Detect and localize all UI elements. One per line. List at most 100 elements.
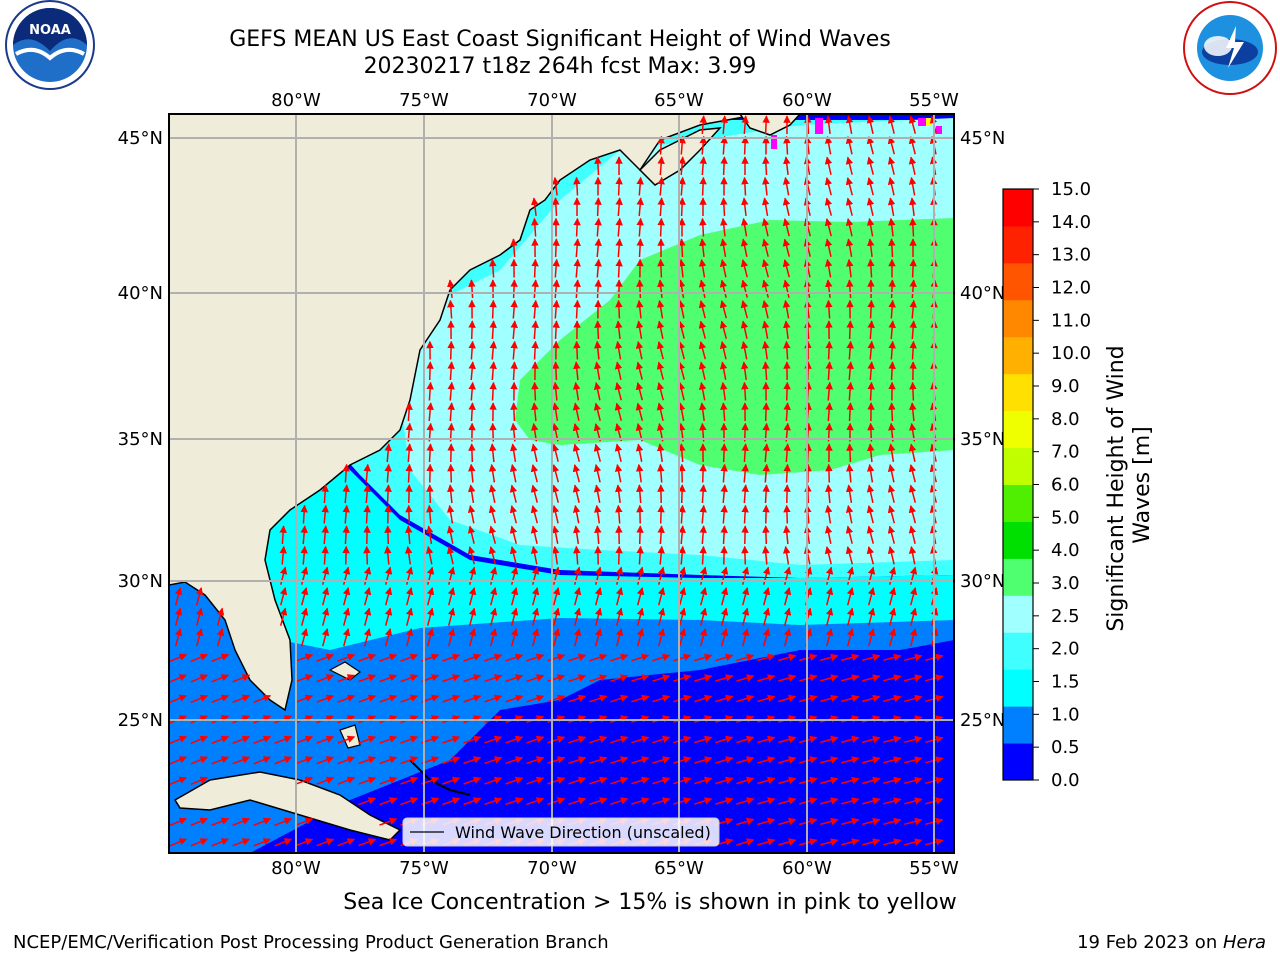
wind-arrow — [845, 135, 854, 155]
wind-arrow — [530, 545, 539, 565]
wind-arrow — [888, 340, 896, 360]
wind-arrow — [551, 525, 560, 544]
wind-arrow — [321, 504, 329, 524]
wind-arrow — [715, 653, 734, 662]
wind-arrow — [405, 566, 414, 585]
wind-arrow — [761, 217, 770, 237]
wind-arrow — [274, 756, 293, 765]
wind-arrow — [635, 402, 644, 421]
wind-arrow — [736, 797, 755, 805]
wind-arrow — [552, 279, 560, 299]
wind-arrow — [615, 545, 623, 565]
wind-arrow — [736, 653, 755, 662]
wind-arrow — [589, 838, 608, 847]
wind-arrow — [384, 607, 393, 626]
wind-arrow — [484, 756, 503, 765]
wind-arrow — [657, 504, 665, 524]
wind-arrow — [757, 735, 776, 744]
wind-arrow — [930, 607, 939, 626]
wind-arrow — [484, 817, 503, 826]
wind-arrow — [426, 402, 434, 422]
wind-arrow — [678, 238, 686, 258]
wind-arrow — [866, 463, 875, 483]
wind-arrow — [316, 715, 335, 724]
wind-arrow — [447, 299, 455, 319]
wind-arrow — [505, 715, 524, 724]
wind-arrow — [699, 176, 707, 196]
colorbar-tick-label: 0.5 — [1051, 737, 1080, 758]
wind-arrow — [400, 756, 419, 765]
wind-arrow — [841, 694, 860, 703]
wind-arrow — [610, 797, 629, 806]
wind-arrow — [909, 217, 917, 237]
wind-arrow — [824, 177, 833, 196]
wind-arrow — [677, 381, 686, 401]
wind-arrow — [384, 628, 393, 647]
wind-arrow — [442, 694, 461, 703]
wind-arrow — [425, 545, 434, 565]
wind-arrow — [778, 817, 797, 826]
wind-arrow — [572, 504, 581, 524]
wind-arrow — [447, 279, 455, 298]
wind-arrow — [615, 299, 623, 319]
wind-arrow — [337, 694, 356, 703]
wind-arrow — [615, 607, 624, 626]
wind-arrow — [825, 361, 833, 381]
wind-arrow — [468, 463, 476, 483]
wind-arrow — [295, 735, 314, 744]
wind-arrow — [573, 566, 582, 585]
wind-arrow — [678, 504, 686, 524]
wind-arrow — [736, 674, 755, 682]
wind-arrow — [358, 674, 377, 683]
wind-arrow — [862, 797, 881, 805]
wind-arrow — [698, 258, 707, 278]
wind-arrow — [803, 238, 812, 257]
wind-arrow — [699, 135, 707, 155]
wind-arrow — [279, 545, 287, 565]
wind-arrow — [694, 797, 713, 805]
wind-arrow — [404, 545, 413, 565]
wind-arrow — [400, 776, 419, 785]
wind-arrow — [573, 279, 581, 299]
wind-arrow — [421, 756, 440, 765]
wind-arrow — [468, 340, 476, 360]
wind-arrow — [509, 525, 518, 544]
wind-arrow — [573, 587, 582, 606]
wind-arrow — [635, 382, 644, 401]
wind-arrow — [883, 817, 902, 826]
wind-arrow — [867, 607, 876, 626]
wind-arrow — [846, 279, 854, 299]
wind-arrow — [509, 463, 518, 483]
wind-arrow — [883, 838, 902, 846]
wind-arrow — [190, 756, 208, 765]
wind-arrow — [426, 381, 434, 401]
wind-arrow — [719, 320, 728, 339]
wind-arrow — [698, 341, 707, 360]
wind-arrow — [211, 735, 230, 744]
wind-arrow — [908, 443, 917, 462]
wind-arrow — [862, 817, 881, 826]
colorbar-tick-label: 5.0 — [1051, 507, 1080, 528]
wind-arrow — [337, 653, 356, 662]
wind-arrow — [552, 299, 560, 319]
colorbar-swatch — [1003, 225, 1033, 264]
wind-arrow — [384, 443, 392, 463]
wind-arrow — [883, 653, 902, 662]
colorbar-swatch — [1003, 595, 1033, 633]
colorbar-swatch — [1003, 336, 1033, 375]
wind-arrow — [804, 381, 812, 401]
wind-arrow — [904, 797, 923, 805]
wind-arrow — [804, 320, 812, 340]
wind-arrow — [614, 463, 623, 483]
wind-arrow — [589, 735, 608, 744]
wind-arrow — [929, 156, 938, 176]
wind-arrow — [614, 402, 623, 421]
wind-arrow — [488, 484, 497, 503]
wind-arrow — [232, 817, 251, 826]
wind-arrow — [589, 694, 608, 703]
wind-arrow — [195, 587, 204, 606]
wind-arrow — [568, 797, 587, 806]
wind-arrow — [505, 838, 524, 847]
wind-arrow — [593, 504, 602, 524]
wind-arrow — [572, 484, 581, 503]
